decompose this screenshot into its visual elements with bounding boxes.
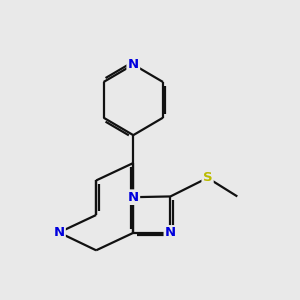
Text: N: N [128,58,139,71]
Text: S: S [203,171,212,184]
Text: N: N [165,226,176,239]
Text: N: N [53,226,64,239]
Text: N: N [128,191,139,204]
